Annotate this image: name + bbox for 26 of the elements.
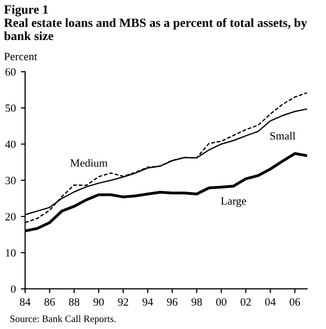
y-tick-label: 0 (10, 285, 16, 293)
y-tick-label: 40 (5, 140, 16, 148)
x-tick-label: 86 (44, 298, 55, 306)
y-tick-label: 50 (6, 104, 16, 112)
x-tick-label: 04 (265, 298, 276, 306)
series-label: Medium (70, 158, 108, 167)
x-tick-label: 06 (290, 298, 300, 306)
y-tick-label: 60 (5, 68, 16, 76)
x-tick-label: 94 (142, 298, 154, 306)
x-tick-label: 96 (167, 298, 178, 306)
y-tick-label: 30 (5, 176, 16, 184)
y-axis-title: Percent (4, 52, 38, 60)
x-tick-label: 98 (192, 298, 202, 306)
chart-title: Figure 1 (4, 4, 48, 16)
x-tick-label: 84 (20, 298, 30, 306)
y-tick-label: 10 (6, 249, 16, 257)
x-tick-label: 88 (69, 298, 80, 306)
y-tick-label: 20 (5, 212, 16, 220)
x-tick-label: 92 (118, 298, 128, 306)
series-label: Small (270, 132, 296, 140)
x-tick-label: 90 (93, 298, 104, 306)
x-tick-label: 00 (216, 298, 226, 306)
series-label: Large (220, 197, 246, 208)
chart-subtitle: Real estate loans and MBS as a percent of total assets, by bank size (4, 18, 308, 40)
x-tick-label: 02 (240, 298, 251, 306)
source-note: Source: Bank Call Reports. (10, 315, 116, 324)
